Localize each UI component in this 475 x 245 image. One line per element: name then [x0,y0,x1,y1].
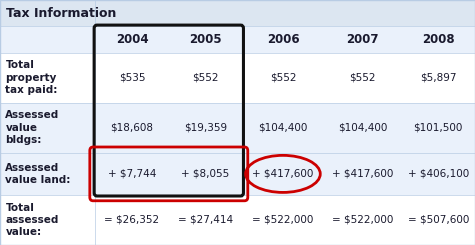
Text: Total
assessed
value:: Total assessed value: [5,203,59,237]
Text: = $26,352: = $26,352 [104,215,160,225]
Text: $552: $552 [192,73,219,83]
Text: 2006: 2006 [266,33,299,46]
Text: Assessed
value land:: Assessed value land: [5,163,71,185]
Text: = $507,600: = $507,600 [408,215,469,225]
Text: + $417,600: + $417,600 [252,169,314,179]
Text: Total
property
tax paid:: Total property tax paid: [5,60,58,95]
Text: 2004: 2004 [116,33,148,46]
Bar [0,103,475,153]
Text: $552: $552 [349,73,376,83]
Text: = $522,000: = $522,000 [252,215,314,225]
Text: $101,500: $101,500 [414,123,463,133]
Text: 2008: 2008 [422,33,455,46]
Text: = $27,414: = $27,414 [178,215,233,225]
Text: $535: $535 [119,73,145,83]
Text: $19,359: $19,359 [184,123,227,133]
Bar [0,0,475,26]
Text: 2005: 2005 [189,33,222,46]
Text: $18,608: $18,608 [111,123,153,133]
Text: = $522,000: = $522,000 [332,215,393,225]
Text: + $7,744: + $7,744 [108,169,156,179]
Bar [0,153,475,195]
Text: Tax Information: Tax Information [7,7,117,20]
Text: + $406,100: + $406,100 [408,169,469,179]
Text: + $8,055: + $8,055 [181,169,230,179]
Bar [0,53,475,103]
Text: $104,400: $104,400 [338,123,387,133]
Bar [0,195,475,245]
Bar [0,26,475,53]
Text: $552: $552 [270,73,296,83]
Text: 2007: 2007 [346,33,379,46]
Text: + $417,600: + $417,600 [332,169,393,179]
Text: Assessed
value
bldgs:: Assessed value bldgs: [5,110,60,145]
Text: $5,897: $5,897 [420,73,456,83]
Text: $104,400: $104,400 [258,123,308,133]
